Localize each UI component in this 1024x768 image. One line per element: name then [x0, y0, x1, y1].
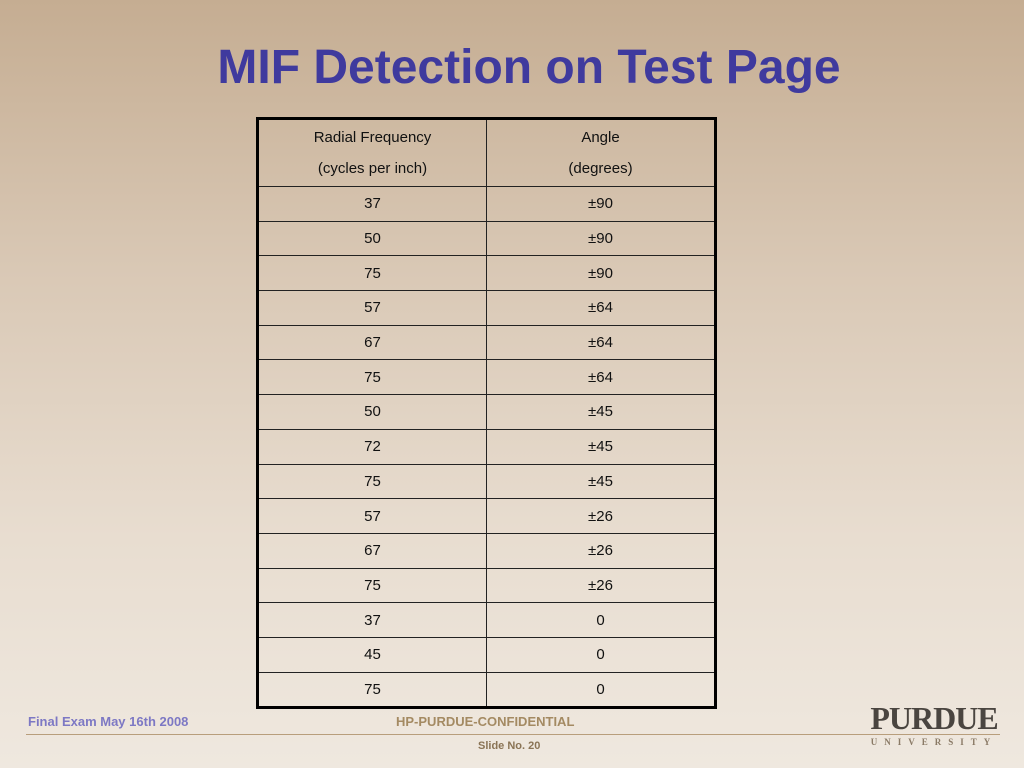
cell-radial-frequency: 75 — [257, 359, 487, 396]
cell-angle: ±45 — [486, 463, 716, 500]
cell-angle: ±45 — [486, 394, 716, 430]
cell-radial-frequency: 45 — [257, 636, 487, 673]
cell-angle: ±64 — [486, 324, 716, 361]
table-row: 45 0 — [257, 636, 716, 673]
cell-angle: ±64 — [486, 290, 716, 326]
cell-radial-frequency: 67 — [257, 532, 487, 569]
table-row: 72 ±45 — [257, 428, 716, 465]
table-row: 57 ±26 — [257, 498, 716, 534]
cell-radial-frequency: 50 — [257, 220, 487, 257]
table-row: 75 ±45 — [257, 463, 716, 500]
table-header-row: Radial Frequency (cycles per inch) Angle… — [257, 118, 716, 187]
table-row: 57 ±64 — [257, 290, 716, 326]
cell-angle: ±90 — [486, 220, 716, 257]
slide-title: MIF Detection on Test Page — [217, 41, 841, 94]
table-row: 67 ±64 — [257, 324, 716, 361]
footer-confidential: HP-PURDUE-CONFIDENTIAL — [396, 714, 575, 729]
cell-radial-frequency: 50 — [257, 394, 487, 430]
cell-radial-frequency: 75 — [257, 463, 487, 500]
table-row: 50 ±90 — [257, 220, 716, 257]
table-row: 75 0 — [257, 671, 716, 709]
cell-angle: ±26 — [486, 532, 716, 569]
purdue-logo: PURDUE UNIVERSITY — [866, 702, 1002, 747]
cell-angle: 0 — [486, 636, 716, 673]
table-row: 75 ±64 — [257, 359, 716, 396]
cell-radial-frequency: 72 — [257, 428, 487, 465]
cell-radial-frequency: 57 — [257, 290, 487, 326]
table-row: 37 ±90 — [257, 186, 716, 222]
mif-table: Radial Frequency (cycles per inch) Angle… — [256, 117, 717, 710]
table-row: 50 ±45 — [257, 394, 716, 430]
header-unit: (cycles per inch) — [317, 160, 428, 177]
header-label: Radial Frequency — [313, 129, 432, 146]
cell-radial-frequency: 75 — [257, 671, 487, 709]
cell-angle: ±64 — [486, 359, 716, 396]
cell-angle: ±90 — [486, 186, 716, 222]
cell-radial-frequency: 57 — [257, 498, 487, 534]
cell-angle: ±90 — [486, 255, 716, 292]
header-radial-frequency: Radial Frequency (cycles per inch) — [257, 118, 487, 187]
header-angle: Angle (degrees) — [486, 118, 716, 187]
logo-subtext: UNIVERSITY — [870, 737, 998, 747]
cell-radial-frequency: 37 — [257, 186, 487, 222]
cell-radial-frequency: 75 — [257, 567, 487, 604]
table-row: 75 ±90 — [257, 255, 716, 292]
cell-radial-frequency: 37 — [257, 602, 487, 638]
footer-divider — [26, 734, 1000, 735]
cell-radial-frequency: 75 — [257, 255, 487, 292]
logo-text: PURDUE — [870, 700, 998, 736]
cell-angle: 0 — [486, 602, 716, 638]
cell-angle: ±26 — [486, 567, 716, 604]
table-row: 75 ±26 — [257, 567, 716, 604]
header-unit: (degrees) — [568, 160, 633, 177]
cell-angle: ±26 — [486, 498, 716, 534]
slide-number: Slide No. 20 — [478, 740, 541, 752]
table-row: 37 0 — [257, 602, 716, 638]
header-label: Angle — [581, 129, 620, 146]
cell-radial-frequency: 67 — [257, 324, 487, 361]
cell-angle: ±45 — [486, 428, 716, 465]
footer-date: Final Exam May 16th 2008 — [28, 714, 189, 729]
table-row: 67 ±26 — [257, 532, 716, 569]
cell-angle: 0 — [486, 671, 716, 709]
